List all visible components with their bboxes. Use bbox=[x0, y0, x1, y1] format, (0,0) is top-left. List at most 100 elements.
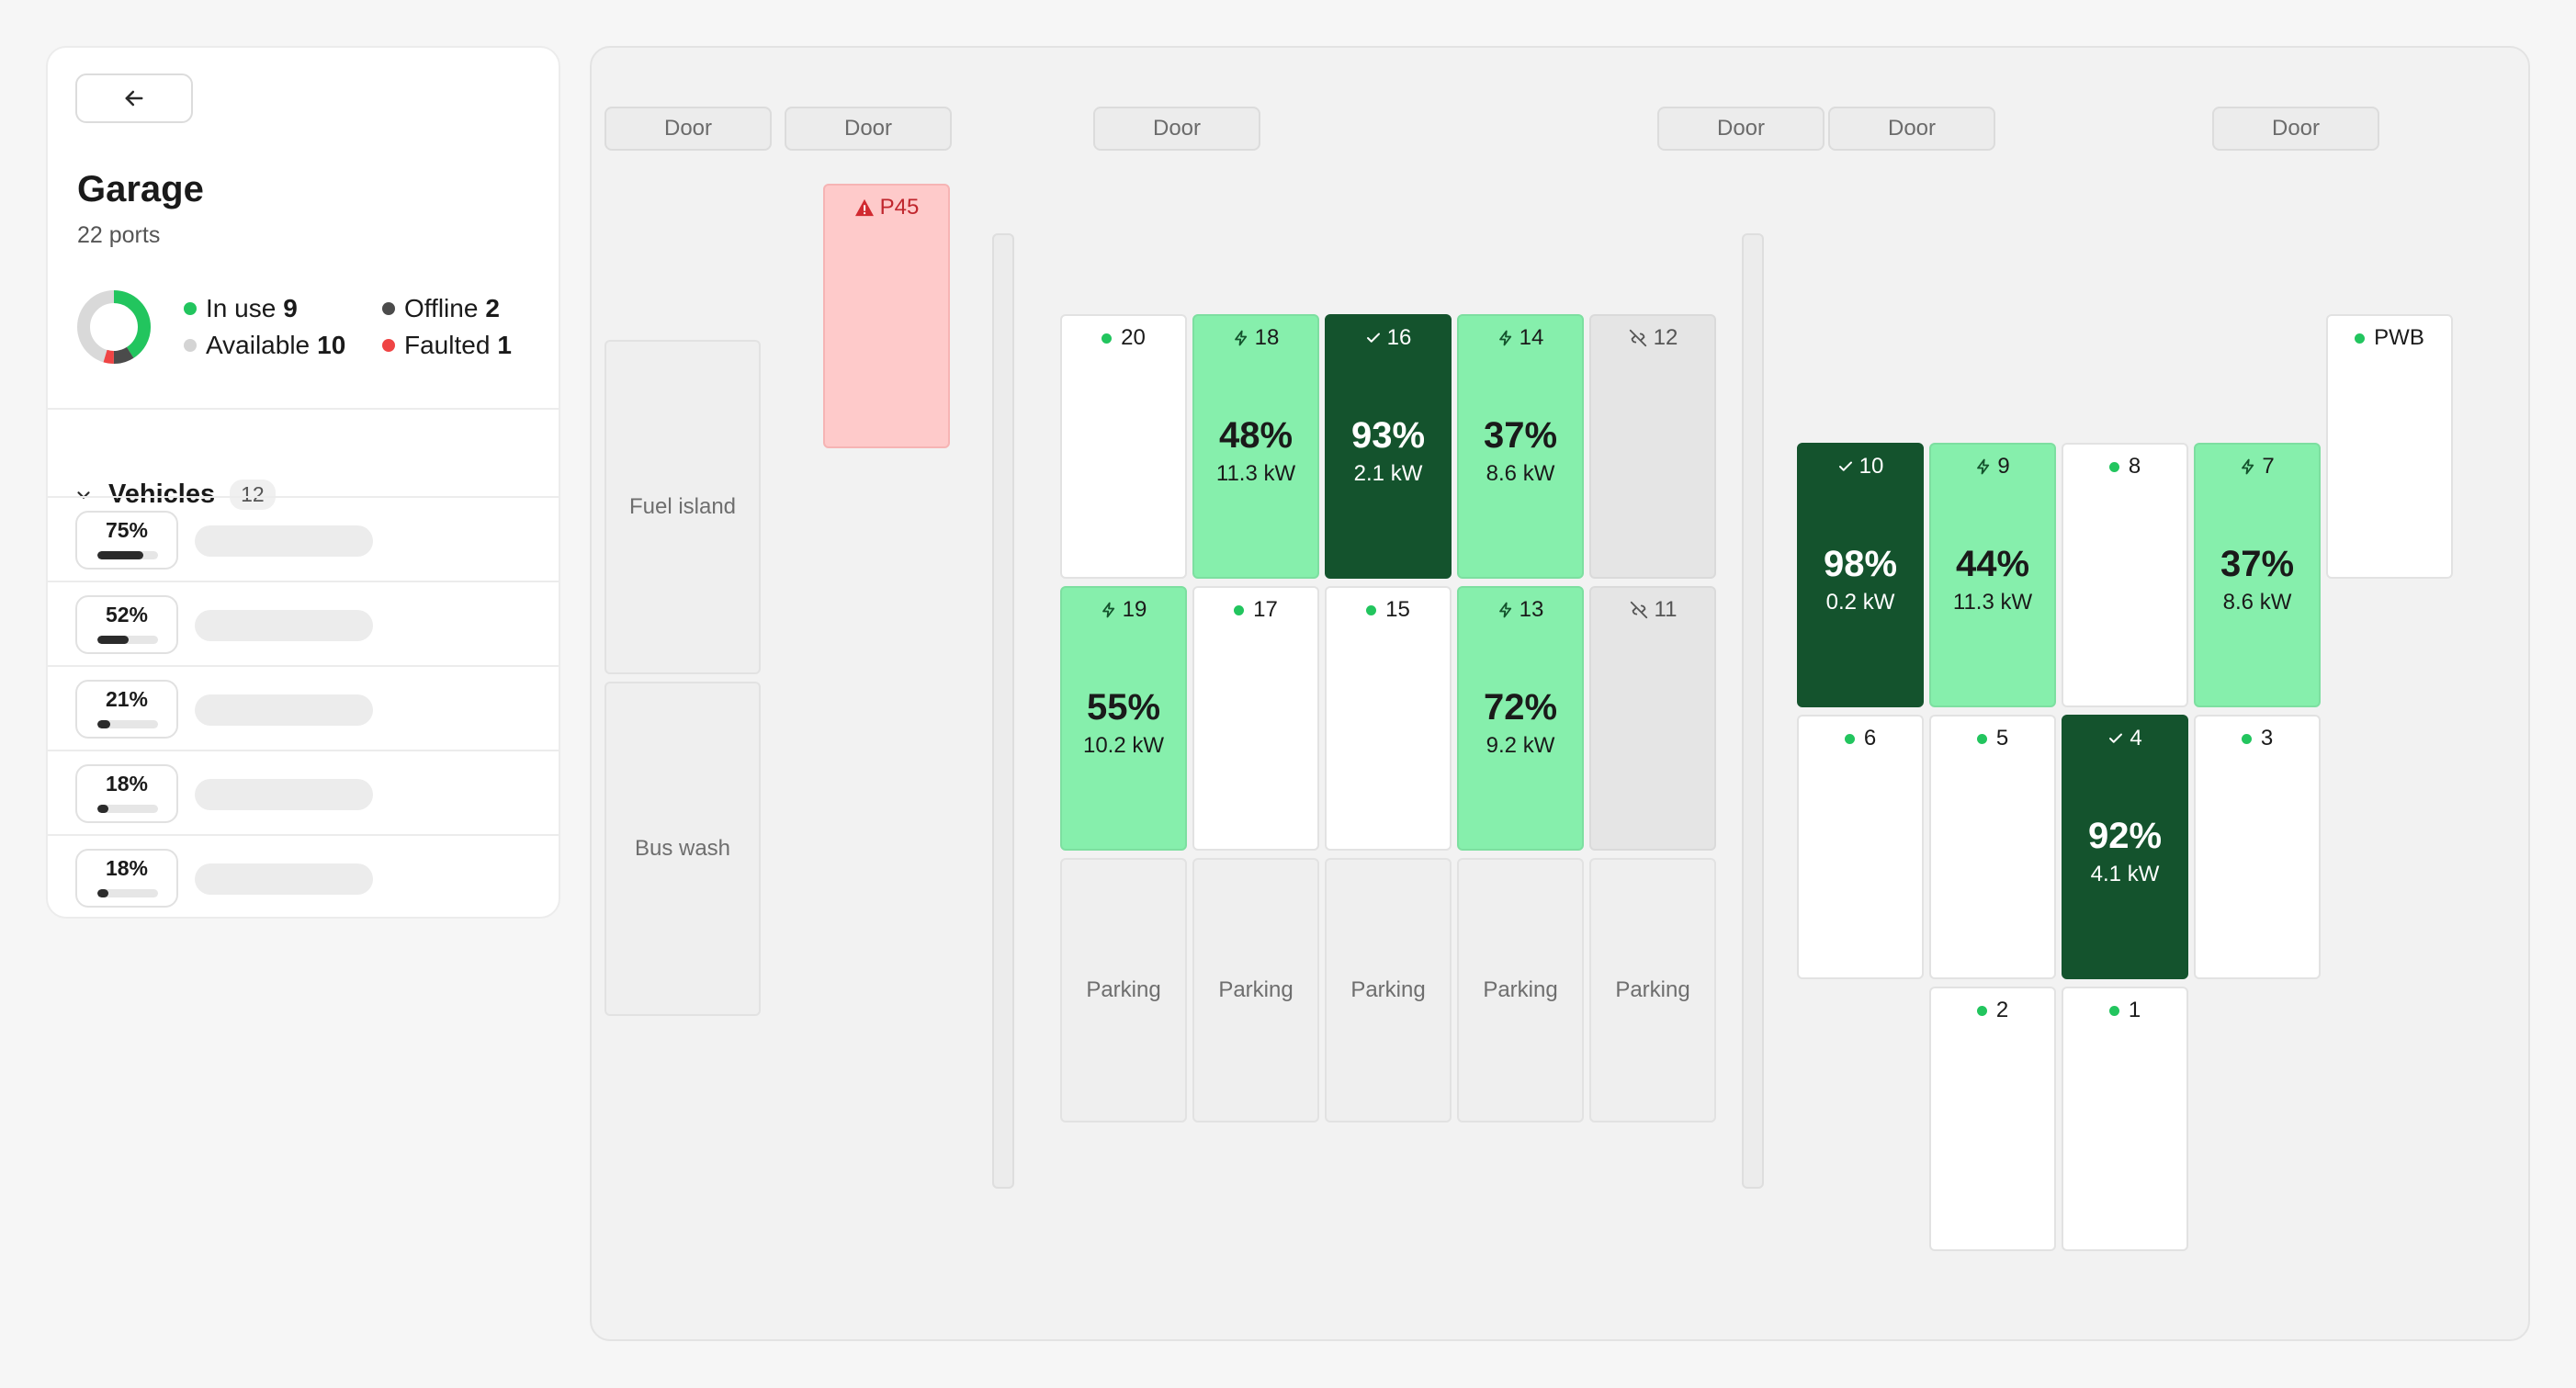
check-icon bbox=[2109, 733, 2123, 743]
charger-3[interactable]: 3 bbox=[2194, 715, 2321, 979]
parking-space: Parking bbox=[1457, 858, 1584, 1123]
charger-label: 6 bbox=[1863, 726, 1877, 750]
charge-percent: 93% bbox=[1350, 415, 1426, 456]
charger-header: 15 bbox=[1327, 597, 1450, 623]
legend-count: 9 bbox=[283, 294, 298, 322]
lightning-icon bbox=[1234, 330, 1247, 346]
charge-percent: 37% bbox=[2220, 544, 2295, 584]
charge-power: 2.1 kW bbox=[1353, 461, 1423, 486]
check-icon bbox=[1838, 461, 1852, 471]
available-dot bbox=[1844, 733, 1855, 744]
charger-6[interactable]: 6 bbox=[1797, 715, 1924, 979]
vehicle-row[interactable]: 18% bbox=[48, 834, 559, 917]
vehicle-row[interactable]: 21% bbox=[48, 665, 559, 750]
charger-10[interactable]: 10 98% 0.2 kW bbox=[1797, 443, 1924, 707]
charge-power: 10.2 kW bbox=[1082, 733, 1165, 758]
charge-power: 9.2 kW bbox=[1486, 733, 1555, 758]
charger-pwb[interactable]: PWB bbox=[2326, 314, 2453, 579]
charger-label: 17 bbox=[1253, 597, 1278, 622]
charger-15[interactable]: 15 bbox=[1325, 586, 1452, 851]
available-dot bbox=[2108, 461, 2119, 472]
charger-header: 10 bbox=[1799, 454, 1922, 480]
vehicles-toggle[interactable]: Vehicles 12 bbox=[73, 480, 276, 510]
charger-p45[interactable]: P45 bbox=[823, 184, 950, 448]
charger-19[interactable]: 19 55% 10.2 kW bbox=[1060, 586, 1187, 851]
charger-9[interactable]: 9 44% 11.3 kW bbox=[1929, 443, 2056, 707]
charger-header: 2 bbox=[1931, 998, 2054, 1023]
vehicle-charge-pill: 52% bbox=[75, 595, 178, 654]
parking-space: Parking bbox=[1325, 858, 1452, 1123]
charger-header: 19 bbox=[1062, 597, 1185, 623]
vehicle-charge-bar bbox=[97, 720, 158, 728]
available-dot bbox=[1102, 333, 1113, 344]
charger-18[interactable]: 18 48% 11.3 kW bbox=[1192, 314, 1319, 579]
charger-1[interactable]: 1 bbox=[2062, 987, 2188, 1251]
charger-label: 13 bbox=[1519, 597, 1544, 622]
vehicle-row[interactable]: 18% bbox=[48, 750, 559, 834]
legend-faulted: Faulted 1 bbox=[382, 331, 512, 360]
door: Door bbox=[2212, 107, 2379, 151]
vehicle-charge-bar bbox=[97, 805, 158, 813]
charger-header: 3 bbox=[2196, 726, 2319, 751]
charger-11[interactable]: 11 bbox=[1589, 586, 1716, 851]
available-dot bbox=[2241, 733, 2252, 744]
legend-label: Offline bbox=[404, 294, 479, 322]
charger-7[interactable]: 7 37% 8.6 kW bbox=[2194, 443, 2321, 707]
divider bbox=[48, 408, 559, 410]
charger-header: 11 bbox=[1591, 597, 1714, 623]
charger-4[interactable]: 4 92% 4.1 kW bbox=[2062, 715, 2188, 979]
legend-available: Available 10 bbox=[184, 331, 345, 360]
charger-header: 18 bbox=[1194, 325, 1317, 351]
charger-5[interactable]: 5 bbox=[1929, 715, 2056, 979]
charger-16[interactable]: 16 93% 2.1 kW bbox=[1325, 314, 1452, 579]
available-dot bbox=[2108, 1005, 2119, 1016]
charger-label: 18 bbox=[1254, 325, 1280, 350]
vehicle-row[interactable]: 52% bbox=[48, 581, 559, 665]
charger-label: 11 bbox=[1654, 597, 1678, 622]
legend-label: In use bbox=[206, 294, 277, 322]
charger-header: 1 bbox=[2063, 998, 2186, 1023]
charger-label: 2 bbox=[1995, 998, 2009, 1022]
check-icon bbox=[1366, 333, 1380, 343]
vehicle-charge-bar bbox=[97, 889, 158, 897]
charger-8[interactable]: 8 bbox=[2062, 443, 2188, 707]
charger-header: 4 bbox=[2063, 726, 2186, 751]
vehicle-name-placeholder bbox=[195, 525, 373, 557]
legend-label: Faulted bbox=[404, 331, 491, 359]
arrow-left-icon bbox=[125, 90, 143, 107]
charger-17[interactable]: 17 bbox=[1192, 586, 1319, 851]
back-button[interactable] bbox=[75, 73, 193, 123]
charger-20[interactable]: 20 bbox=[1060, 314, 1187, 579]
donut-segment-in-use bbox=[77, 290, 151, 364]
charger-12[interactable]: 12 bbox=[1589, 314, 1716, 579]
charge-percent: 92% bbox=[2087, 816, 2163, 856]
legend-count: 1 bbox=[497, 331, 512, 359]
charger-label: 16 bbox=[1386, 325, 1412, 350]
charge-percent: 98% bbox=[1823, 544, 1898, 584]
legend-offline: Offline 2 bbox=[382, 294, 500, 323]
garage-map: Door Door Door Door Door Door Fuel islan… bbox=[590, 46, 2530, 1341]
vehicle-row[interactable]: 75% bbox=[48, 496, 559, 581]
charge-percent: 37% bbox=[1483, 415, 1558, 456]
port-count: 22 ports bbox=[77, 222, 161, 248]
charger-2[interactable]: 2 bbox=[1929, 987, 2056, 1251]
charger-14[interactable]: 14 37% 8.6 kW bbox=[1457, 314, 1584, 579]
vehicle-charge-fill bbox=[97, 805, 108, 813]
charge-percent: 44% bbox=[1955, 544, 2030, 584]
charger-header: 17 bbox=[1194, 597, 1317, 623]
charge-power: 11.3 kW bbox=[1215, 461, 1296, 486]
door: Door bbox=[785, 107, 952, 151]
vehicle-charge-percent: 21% bbox=[105, 687, 149, 711]
vehicle-name-placeholder bbox=[195, 863, 373, 895]
charger-13[interactable]: 13 72% 9.2 kW bbox=[1457, 586, 1584, 851]
parking-space: Parking bbox=[1589, 858, 1716, 1123]
charge-power: 8.6 kW bbox=[2222, 590, 2292, 615]
lightning-icon bbox=[1977, 458, 1990, 475]
vehicle-name-placeholder bbox=[195, 610, 373, 641]
legend-count: 10 bbox=[317, 331, 346, 359]
charger-header: 8 bbox=[2063, 454, 2186, 480]
charger-header: 6 bbox=[1799, 726, 1922, 751]
legend-in-use: In use 9 bbox=[184, 294, 298, 323]
charger-label: 19 bbox=[1122, 597, 1147, 622]
available-dot bbox=[2355, 333, 2366, 344]
